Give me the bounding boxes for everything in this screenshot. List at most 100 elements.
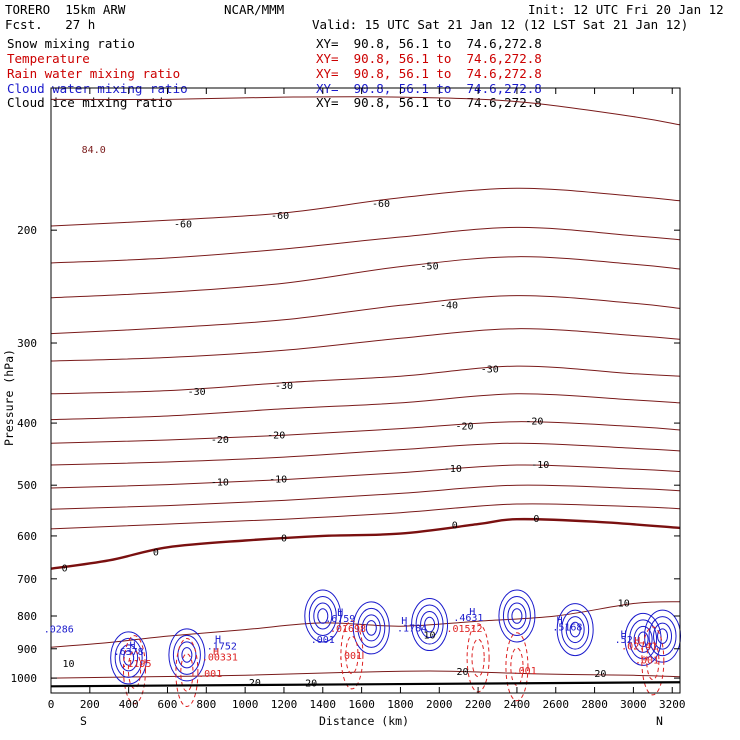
contour-label-1: -60: [271, 211, 289, 222]
contour-label-20: 0: [533, 514, 539, 525]
field-label-20: H: [621, 629, 627, 640]
y-tick-label-200: 200: [17, 224, 37, 237]
field-label-18: H: [557, 615, 563, 626]
contour-label-25: 20: [594, 669, 606, 680]
x-tick-label-3200: 3200: [659, 698, 686, 711]
legend-temperature-xy: XY= 90.8, 56.1 to 74.6,272.8: [316, 51, 542, 66]
rain-water-cell-4-ring-1: [510, 647, 524, 686]
ground-surface: [50, 681, 681, 688]
cloud-water-cell-4-ring-3: [424, 616, 436, 633]
x-tick-label-400: 400: [119, 698, 139, 711]
field-label-1: .6378: [114, 647, 144, 658]
field-label-23: .02741: [621, 642, 657, 653]
x-tick-label-1800: 1800: [387, 698, 414, 711]
y-tick-label-900: 900: [17, 643, 37, 656]
rain-water-cell-5-ring-1: [646, 641, 660, 681]
field-label-27: 84.0: [82, 145, 106, 156]
x-tick-label-1400: 1400: [310, 698, 337, 711]
temperature-line-0: [50, 517, 681, 570]
contour-label-4: -40: [440, 300, 458, 311]
cloud-water-cell-4-ring-1: [415, 604, 444, 645]
y-tick-label-1000: 1000: [11, 672, 38, 685]
cloud-water-cell-6-ring-2: [565, 616, 585, 644]
contour-label-13: -10: [269, 475, 287, 486]
temperature-line-s1: [50, 328, 681, 362]
contour-label-12: -10: [211, 477, 229, 488]
field-label-9: .001: [338, 651, 362, 662]
center-label: NCAR/MMM: [224, 2, 285, 17]
cloud-water-cell-2-ring-3: [317, 608, 329, 624]
contour-label-22: 10: [424, 630, 436, 641]
contour-label-23: 10: [62, 659, 74, 670]
legend-temperature-label: Temperature: [7, 51, 90, 66]
x-tick-label-2000: 2000: [426, 698, 453, 711]
field-label-25: .001: [513, 666, 537, 677]
rain-water-cell-1-ring-1: [180, 653, 194, 692]
x-tick-label-0: 0: [48, 698, 55, 711]
temperature-line-10: [50, 601, 681, 648]
legend-cloud-ice-xy: XY= 90.8, 56.1 to 74.6,272.8: [316, 95, 542, 110]
contour-label-14: -10: [444, 464, 462, 475]
temperature-line--50: [50, 256, 681, 299]
field-label-0: H: [130, 641, 136, 652]
cloud-water-cell-2-ring-0: [304, 589, 342, 643]
legend-snow-label: Snow mixing ratio: [7, 36, 135, 51]
field-label-24: .001: [635, 655, 659, 666]
temperature-line-s5: [50, 503, 681, 530]
cloud-water-cell-0-ring-1: [114, 637, 143, 678]
y-tick-label-400: 400: [17, 417, 37, 430]
y-tick-label-700: 700: [17, 573, 37, 586]
cloud-water-cell-1-ring-2: [177, 641, 197, 669]
x-axis-start-label: S: [80, 714, 87, 728]
temperature-line--30: [50, 365, 681, 395]
contour-labels: -60 -60 -60 -50 -40 -30 -30 -30 -20 -20 -20 -20 -10 -…: [44, 145, 659, 690]
rain-water-cell-0-ring-0: [122, 635, 146, 705]
field-label-14: .1784: [397, 624, 427, 635]
plot-frame: [50, 87, 681, 694]
forecast-hour: Fcst. 27 h: [5, 17, 96, 32]
field-label-16: .4631: [453, 613, 483, 624]
rain-water-cell-5-ring-0: [641, 626, 665, 696]
x-tick-label-2400: 2400: [504, 698, 531, 711]
rain-water-cell-3-ring-1: [471, 638, 485, 678]
x-tick-label-200: 200: [80, 698, 100, 711]
temperature-line--20: [50, 421, 681, 444]
contour-label-0: -60: [174, 220, 192, 231]
field-label-12: .01698: [330, 624, 366, 635]
cloud-water-cell-7-ring-1: [629, 619, 658, 660]
field-label-3: H: [215, 634, 221, 645]
y-tick-label-300: 300: [17, 337, 37, 350]
field-label-17: .01512: [446, 624, 482, 635]
x-axis-end-label: N: [656, 714, 663, 728]
cloud-water-cell-5-ring-3: [511, 608, 523, 624]
cloud-water-cell-6-ring-3: [569, 621, 581, 638]
field-label-6: .00331: [202, 652, 238, 663]
temperature-line-20: [50, 670, 681, 679]
cloud-water-cell-8-ring-2: [653, 622, 673, 650]
field-label-5: H: [213, 647, 219, 658]
cloud-water-cell-4-ring-0: [411, 598, 449, 652]
contour-label-26: 20: [249, 678, 261, 689]
temperature-line-s4: [50, 484, 681, 510]
cloud-water-cell-8-ring-3: [657, 628, 669, 644]
rain-water-contours: [122, 620, 665, 707]
axis-ticks: 0 200 400 600 800 1000 1200 1400 1600 1800 2000 220…: [11, 88, 686, 711]
x-tick-label-1200: 1200: [271, 698, 298, 711]
field-label-22: H: [634, 636, 640, 647]
cloud-water-cell-1-ring-3: [181, 647, 193, 663]
field-label-15: H: [469, 607, 475, 618]
contour-label-11: -20: [525, 417, 543, 428]
contour-label-8: -20: [211, 435, 229, 446]
cloud-water-cell-8-ring-1: [648, 616, 677, 657]
legend-rain-xy: XY= 90.8, 56.1 to 74.6,272.8: [316, 66, 542, 81]
field-label-10: H: [337, 607, 343, 618]
field-label-13: H: [401, 616, 407, 627]
contour-label-5: -30: [188, 387, 206, 398]
cloud-water-cell-5-ring-0: [498, 589, 536, 643]
temperature-line--60a: [50, 187, 681, 227]
rain-water-cell-1-ring-0: [175, 637, 199, 707]
x-tick-label-3000: 3000: [620, 698, 647, 711]
contour-label-21: 10: [618, 599, 630, 610]
contour-label-19: 0: [452, 521, 458, 532]
